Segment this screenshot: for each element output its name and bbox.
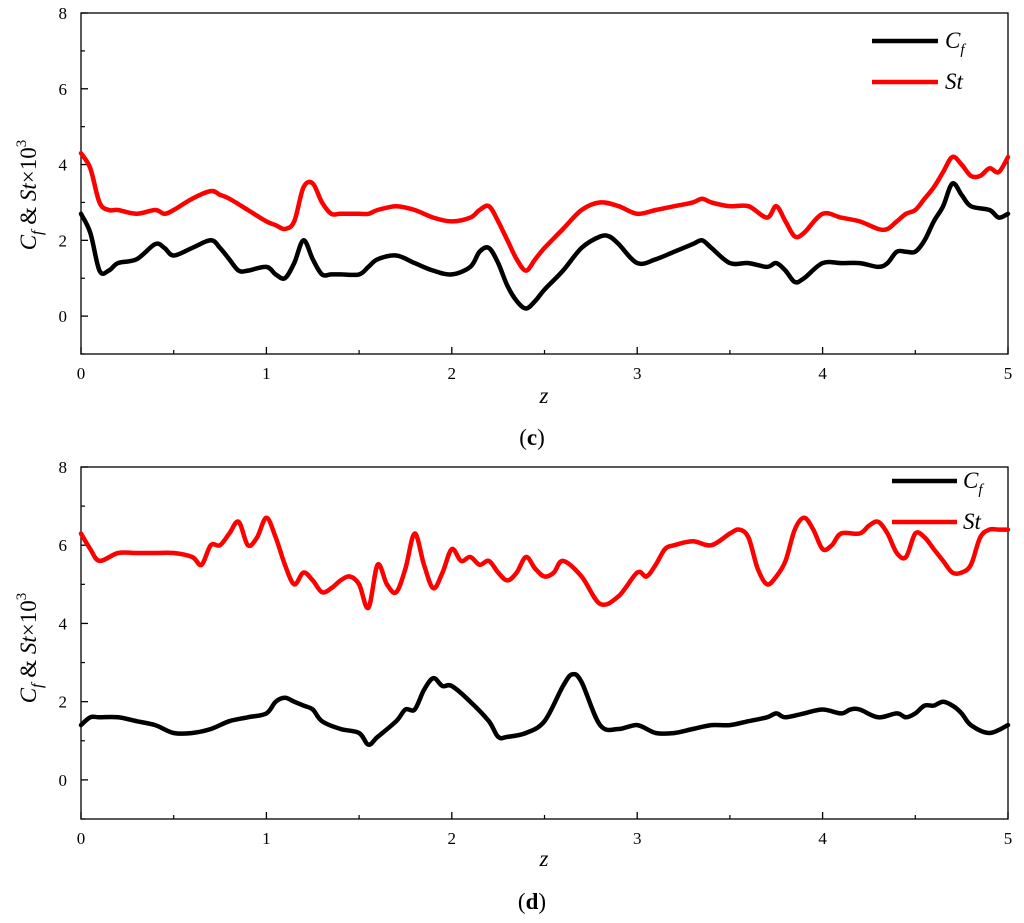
tick-group: 0 1 2 3 4 5 0 2 4 6 8 (59, 458, 1013, 848)
series-layer (78, 515, 1011, 747)
y-tick-label: 6 (59, 80, 68, 99)
x-tick-label: 0 (77, 364, 86, 383)
x-tick-label: 4 (818, 829, 827, 848)
x-tick-label: 0 (77, 829, 86, 848)
x-tick-label: 3 (633, 829, 642, 848)
x-axis-label: z (539, 383, 549, 408)
legend-label-cf: Cf (945, 28, 966, 58)
x-tick-label: 2 (448, 364, 457, 383)
legend-label-cf: Cf (963, 468, 984, 498)
x-tick-label: 4 (818, 364, 827, 383)
y-tick-label: 4 (59, 156, 68, 175)
x-tick-label: 5 (1004, 364, 1013, 383)
legend: Cf St (892, 468, 984, 534)
y-axis-label: Cf & St×103 (14, 140, 46, 251)
y-tick-label: 2 (59, 231, 68, 250)
panel-label-c: (c) (519, 425, 545, 450)
series-line-st (78, 515, 1011, 611)
x-tick-label: 1 (262, 829, 271, 848)
x-tick-label: 3 (633, 364, 642, 383)
legend-label-st: St (945, 69, 964, 94)
panel-c: 0 1 2 3 4 5 0 2 4 6 8 Cf St z Cf & St×103 (c) (14, 4, 1012, 450)
x-tick-label: 5 (1004, 829, 1013, 848)
y-tick-label: 8 (59, 458, 68, 477)
y-tick-label: 0 (59, 307, 68, 326)
x-tick-label: 2 (448, 829, 457, 848)
series-layer (78, 150, 1011, 311)
tick-group: 0 1 2 3 4 5 0 2 4 6 8 (59, 4, 1013, 383)
panel-label-d: (d) (518, 889, 546, 914)
legend-label-st: St (963, 509, 982, 534)
y-tick-label: 0 (59, 771, 68, 790)
legend: Cf St (872, 28, 966, 94)
y-axis-label: Cf & St×103 (14, 593, 46, 704)
series-line-st (78, 150, 1011, 273)
y-tick-label: 2 (59, 693, 68, 712)
x-tick-label: 1 (262, 364, 271, 383)
y-tick-label: 4 (59, 614, 68, 633)
y-tick-label: 8 (59, 4, 68, 23)
x-axis-label: z (539, 846, 549, 871)
y-tick-label: 6 (59, 536, 68, 555)
series-line-cf (78, 671, 1011, 747)
panel-d: 0 1 2 3 4 5 0 2 4 6 8 Cf St z Cf & St×103 (d) (14, 458, 1012, 914)
series-line-cf (78, 181, 1011, 311)
plot-frame (80, 466, 1009, 820)
plot-frame (80, 12, 1009, 355)
